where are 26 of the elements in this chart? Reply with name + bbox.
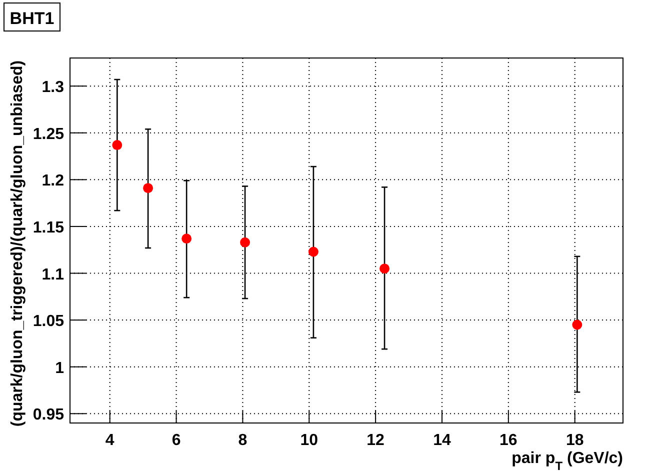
y-tick-label: 1 — [55, 360, 64, 377]
point — [182, 234, 192, 244]
y-tick-label: 1.2 — [42, 172, 64, 190]
point — [572, 320, 582, 330]
y-tick-label: 1.1 — [42, 266, 64, 284]
x-tick-label: 14 — [433, 432, 451, 449]
y-tick-label: 0.95 — [32, 406, 64, 424]
chart-title: BHT1 — [10, 9, 54, 28]
point — [308, 246, 318, 257]
y-tick-label: 1.25 — [32, 126, 64, 143]
y-axis-title: (quark/gluon_triggered)/(quark/gluon_unbiased) — [9, 60, 26, 427]
y-tick-label: 1.05 — [32, 313, 64, 330]
x-axis-title: pair p$_{T}$ (GeV/c) — [512, 450, 623, 471]
y-tick-label: 1.3 — [42, 79, 64, 96]
x-tick-label: 16 — [500, 432, 518, 449]
x-tick-label: 8 — [238, 432, 248, 449]
x-tick-label: 10 — [300, 432, 318, 449]
point — [112, 140, 122, 150]
x-tick-label: 4 — [105, 432, 114, 449]
point — [143, 183, 154, 194]
x-tick-label: 12 — [366, 432, 385, 449]
point — [380, 264, 390, 274]
x-tick-label: 6 — [172, 432, 181, 449]
y-tick-label: 1.15 — [32, 219, 64, 236]
point — [240, 237, 250, 248]
x-tick-label: 18 — [566, 432, 584, 449]
